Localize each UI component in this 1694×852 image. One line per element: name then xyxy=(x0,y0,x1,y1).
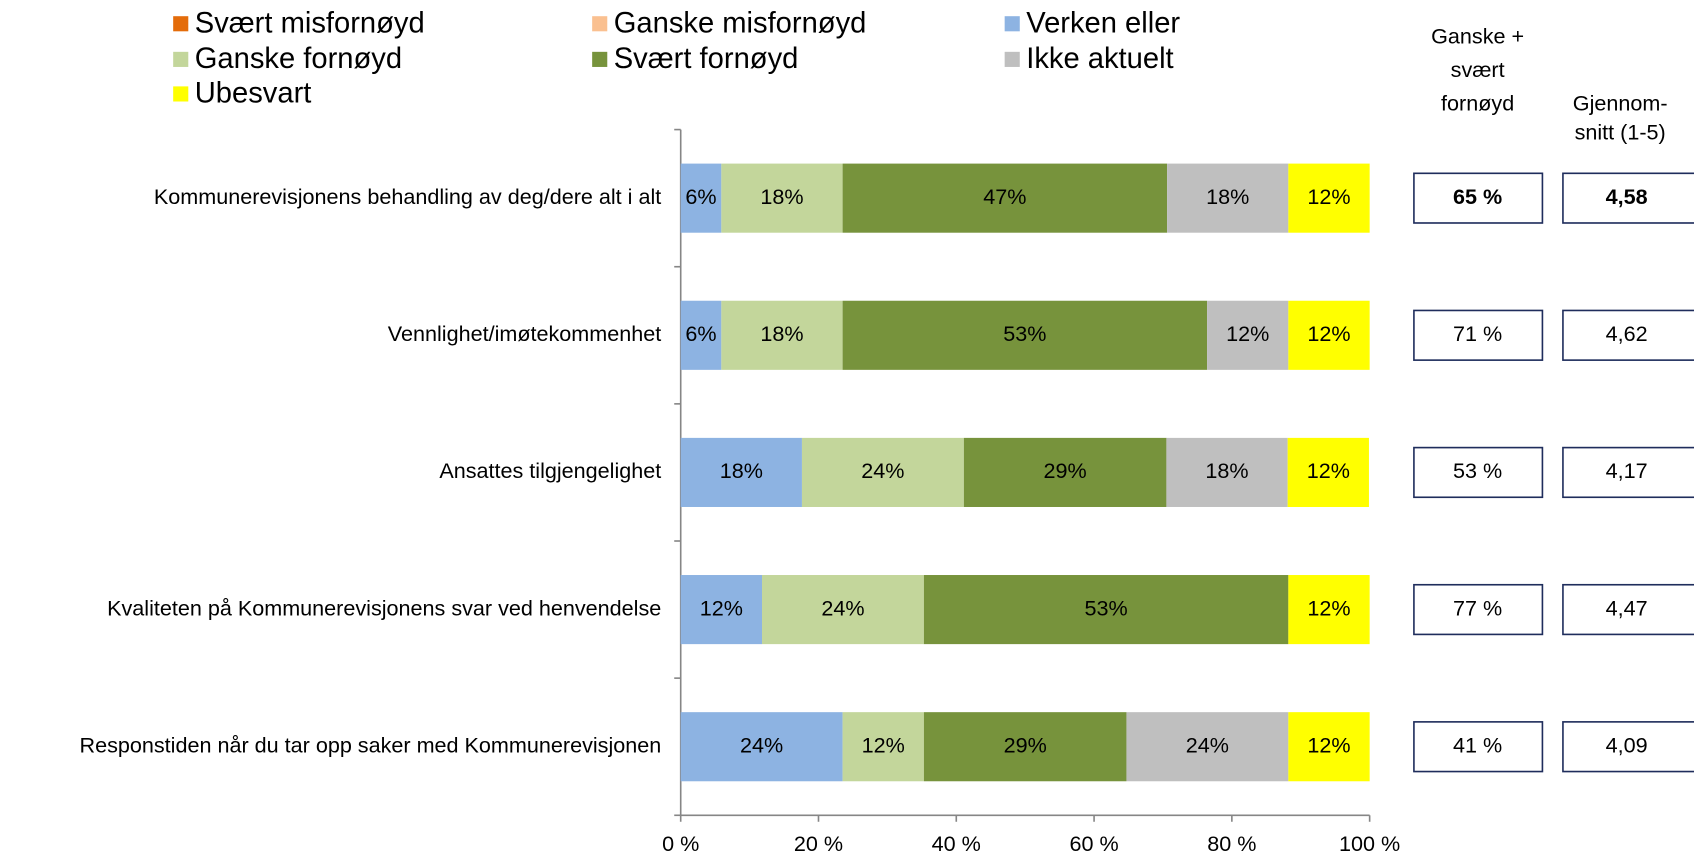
legend-label: Svært misfornøyd xyxy=(195,8,425,40)
legend-label: Verken eller xyxy=(1026,8,1180,40)
summary-value: 41 % xyxy=(1453,732,1502,757)
bar-segment xyxy=(680,300,722,370)
bar-segment xyxy=(680,712,843,782)
summary-box xyxy=(1562,309,1694,361)
column-header: svært xyxy=(1451,57,1505,82)
legend-swatch xyxy=(173,16,189,32)
bar-segment xyxy=(963,437,1167,507)
column-header: snitt (1-5) xyxy=(1575,120,1666,145)
summary-value: 71 % xyxy=(1453,321,1502,346)
bar-label: 12% xyxy=(700,595,743,620)
summary-value: 4,62 xyxy=(1606,321,1648,346)
x-tick-label: 80 % xyxy=(1207,831,1256,852)
bar-segment xyxy=(1288,575,1370,645)
category-label: Kommunerevisjonens behandling av deg/der… xyxy=(154,184,661,209)
category-label: Vennlighet/imøtekommenhet xyxy=(388,321,661,346)
bar-label: 12% xyxy=(1307,595,1350,620)
column-header: Ganske + xyxy=(1431,23,1524,48)
legend-swatch xyxy=(1004,51,1020,67)
bar-label: 24% xyxy=(821,595,864,620)
summary-value: 65 % xyxy=(1453,184,1502,209)
legend-swatch xyxy=(173,86,189,102)
bar-segment xyxy=(1166,437,1288,507)
bar-segment xyxy=(1288,163,1370,233)
bar-label: 12% xyxy=(1307,184,1350,209)
column-header: fornøyd xyxy=(1441,90,1514,115)
x-tick-label: 100 % xyxy=(1339,831,1400,852)
bar-segment xyxy=(761,575,924,645)
x-tick-label: 60 % xyxy=(1069,831,1118,852)
bar-segment xyxy=(1288,300,1370,370)
summary-box xyxy=(1562,446,1694,499)
summary-box xyxy=(1562,172,1694,224)
summary-value: 4,17 xyxy=(1606,458,1648,483)
bar-segment xyxy=(680,437,802,507)
bar-label: 6% xyxy=(685,321,716,346)
category-label: Responstiden når du tar opp saker med Ko… xyxy=(80,732,662,757)
bar-segment xyxy=(1167,163,1289,233)
bar-label: 12% xyxy=(1226,321,1269,346)
legend-swatch xyxy=(592,16,608,32)
summary-box xyxy=(1413,721,1544,773)
bar-label: 12% xyxy=(1307,321,1350,346)
bar-segment xyxy=(721,300,843,370)
legend-label: Ganske misfornøyd xyxy=(614,8,867,40)
summary-box xyxy=(1562,583,1694,636)
summary-value: 77 % xyxy=(1453,595,1502,620)
x-tick-label: 0 % xyxy=(662,831,699,852)
summary-box xyxy=(1413,309,1544,361)
bar-segment xyxy=(721,163,843,233)
bar-label: 12% xyxy=(862,732,905,757)
bar-segment xyxy=(842,163,1168,233)
category-label: Ansattes tilgjengelighet xyxy=(439,458,661,483)
bar-label: 18% xyxy=(720,458,763,483)
bar-segment xyxy=(680,575,762,645)
bar-segment xyxy=(1126,712,1289,782)
x-tick-label: 20 % xyxy=(794,831,843,852)
bar-segment xyxy=(923,575,1289,645)
column-header: Gjennom- xyxy=(1573,90,1668,115)
bar-label: 53% xyxy=(1003,321,1046,346)
bar-label: 18% xyxy=(1205,458,1248,483)
legend-swatch xyxy=(592,51,608,67)
bar-label: 47% xyxy=(983,184,1026,209)
bar-label: 29% xyxy=(1004,732,1047,757)
category-label: Kvaliteten på Kommunerevisjonens svar ve… xyxy=(107,595,661,620)
bar-label: 18% xyxy=(1206,184,1249,209)
legend-label: Ganske fornøyd xyxy=(195,43,402,75)
bar-segment xyxy=(1287,437,1369,507)
bar-label: 18% xyxy=(760,184,803,209)
x-tick-label: 40 % xyxy=(932,831,981,852)
summary-value: 4,09 xyxy=(1606,732,1648,757)
legend-label: Ikke aktuelt xyxy=(1026,43,1173,75)
legend-swatch xyxy=(1004,16,1020,32)
bar-label: 24% xyxy=(1186,732,1229,757)
bar-label: 24% xyxy=(740,732,783,757)
bar-label: 12% xyxy=(1307,732,1350,757)
bar-label: 6% xyxy=(685,184,716,209)
summary-value: 53 % xyxy=(1453,458,1502,483)
bar-label: 53% xyxy=(1085,595,1128,620)
bar-label: 18% xyxy=(760,321,803,346)
bar-segment xyxy=(923,712,1127,782)
bar-segment xyxy=(801,437,964,507)
bar-segment xyxy=(842,300,1208,370)
bar-label: 24% xyxy=(861,458,904,483)
bar-label: 29% xyxy=(1044,458,1087,483)
summary-box xyxy=(1413,172,1544,224)
summary-box xyxy=(1562,721,1694,773)
legend-label: Svært fornøyd xyxy=(614,43,799,75)
bar-segment xyxy=(842,712,924,782)
legend-label: Ubesvart xyxy=(195,78,312,110)
summary-box xyxy=(1413,583,1544,636)
legend-swatch xyxy=(173,51,189,67)
bar-label: 12% xyxy=(1307,458,1350,483)
bar-segment xyxy=(680,163,722,233)
bar-segment xyxy=(1288,712,1370,782)
summary-value: 4,47 xyxy=(1606,595,1648,620)
bar-segment xyxy=(1207,300,1289,370)
summary-box xyxy=(1413,446,1544,499)
summary-value: 4,58 xyxy=(1606,184,1648,209)
